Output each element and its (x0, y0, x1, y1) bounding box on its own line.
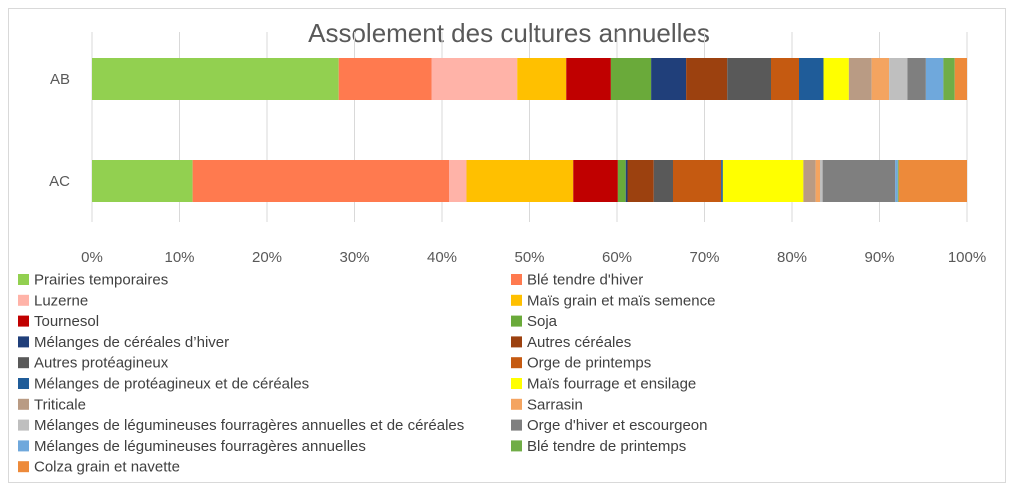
bar-segment (627, 160, 654, 202)
bar-segment (823, 58, 849, 100)
legend-swatch (511, 398, 522, 410)
bar-segment (771, 58, 799, 100)
legend-swatch (18, 419, 29, 431)
legend: Prairies temporaires Blé tendre d'hiver Lu… (18, 272, 715, 476)
legend-label: Sarrasin (527, 396, 583, 413)
bar-segment (673, 160, 722, 202)
bar-segment (907, 58, 926, 100)
legend-label: Orge d'hiver et escourgeon (527, 417, 707, 434)
bar-segment (848, 58, 872, 100)
category-label: AB (50, 71, 70, 88)
x-tick-label: 60% (602, 249, 632, 266)
legend-swatch (511, 274, 522, 285)
legend-label: Maïs grain et maïs semence (527, 292, 715, 309)
legend-swatch (511, 336, 522, 348)
bars (92, 58, 967, 202)
legend-label: Mélanges de céréales d’hiver (34, 334, 229, 351)
legend-label: Tournesol (34, 313, 99, 330)
legend-label: Blé tendre de printemps (527, 438, 686, 455)
bar-segment (651, 58, 687, 100)
bar-segment (625, 160, 628, 202)
legend-swatch (511, 315, 522, 327)
x-tick-label: 30% (339, 249, 369, 266)
legend-swatch (18, 294, 29, 306)
bar-segment (925, 58, 944, 100)
x-tick-label: 100% (948, 249, 986, 266)
legend-label: Prairies temporaires (34, 272, 168, 289)
legend-label: Colza grain et navette (34, 459, 180, 476)
legend-label: Autres céréales (527, 334, 631, 351)
bar-segment (431, 58, 518, 100)
legend-swatch (18, 357, 29, 369)
legend-label: Blé tendre d'hiver (527, 272, 643, 289)
bar-segment (573, 160, 618, 202)
x-tick-label: 0% (81, 249, 103, 266)
bar-segment (721, 160, 723, 202)
x-tick-label: 10% (164, 249, 194, 266)
legend-label: Triticale (34, 396, 86, 413)
legend-label: Mélanges de légumineuses fourragères ann… (34, 438, 366, 455)
legend-swatch (18, 315, 29, 327)
bar-segment (686, 58, 728, 100)
legend-label: Soja (527, 313, 558, 330)
legend-label: Orge de printemps (527, 355, 651, 372)
bar-segment (610, 58, 652, 100)
legend-label: Mélanges de protéagineux et de céréales (34, 376, 309, 393)
x-tick-label: 40% (427, 249, 457, 266)
bar-segment (192, 160, 449, 202)
bar-segment (566, 58, 611, 100)
bar-segment (449, 160, 467, 202)
legend-label: Luzerne (34, 292, 88, 309)
bar-segment (92, 58, 339, 100)
bar-segment (871, 58, 890, 100)
y-axis-labels: AB AC (49, 71, 70, 190)
x-tick-label: 90% (864, 249, 894, 266)
bar-segment (517, 58, 567, 100)
chart-title: Assolement des cultures annuelles (308, 18, 710, 48)
bar-segment (803, 160, 816, 202)
x-tick-label: 20% (252, 249, 282, 266)
legend-swatch (511, 419, 522, 431)
legend-swatch (18, 398, 29, 410)
x-axis-tick-labels: 0% 10% 20% 30% 40% 50% 60% 70% 80% 90% 100% (81, 249, 986, 266)
bar-segment (943, 58, 955, 100)
bar-segment (889, 58, 908, 100)
bar-segment (820, 160, 823, 202)
bar-segment (722, 160, 804, 202)
legend-swatch (511, 357, 522, 369)
bar-segment (617, 160, 626, 202)
legend-label: Maïs fourrage et ensilage (527, 376, 696, 393)
bar-segment (815, 160, 820, 202)
legend-swatch (18, 378, 29, 389)
x-tick-label: 80% (777, 249, 807, 266)
legend-swatch (18, 274, 29, 285)
legend-swatch (18, 440, 29, 452)
legend-swatch (18, 461, 29, 473)
legend-label: Autres protéagineux (34, 355, 169, 372)
bar-segment (653, 160, 673, 202)
legend-label: Mélanges de légumineuses fourragères ann… (34, 417, 464, 434)
bar-segment (799, 58, 824, 100)
bar-segment (822, 160, 896, 202)
bar-segment (466, 160, 574, 202)
bar-segment (338, 58, 432, 100)
bar-segment (898, 160, 967, 202)
legend-swatch (511, 294, 522, 306)
bar-segment (954, 58, 967, 100)
x-tick-label: 70% (689, 249, 719, 266)
bar-segment (727, 58, 771, 100)
bar-segment (92, 160, 193, 202)
x-tick-label: 50% (514, 249, 544, 266)
bar-segment (895, 160, 898, 202)
legend-swatch (18, 336, 29, 348)
category-label: AC (49, 173, 70, 190)
legend-swatch (511, 440, 522, 452)
legend-swatch (511, 378, 522, 389)
bar-segment (897, 160, 899, 202)
